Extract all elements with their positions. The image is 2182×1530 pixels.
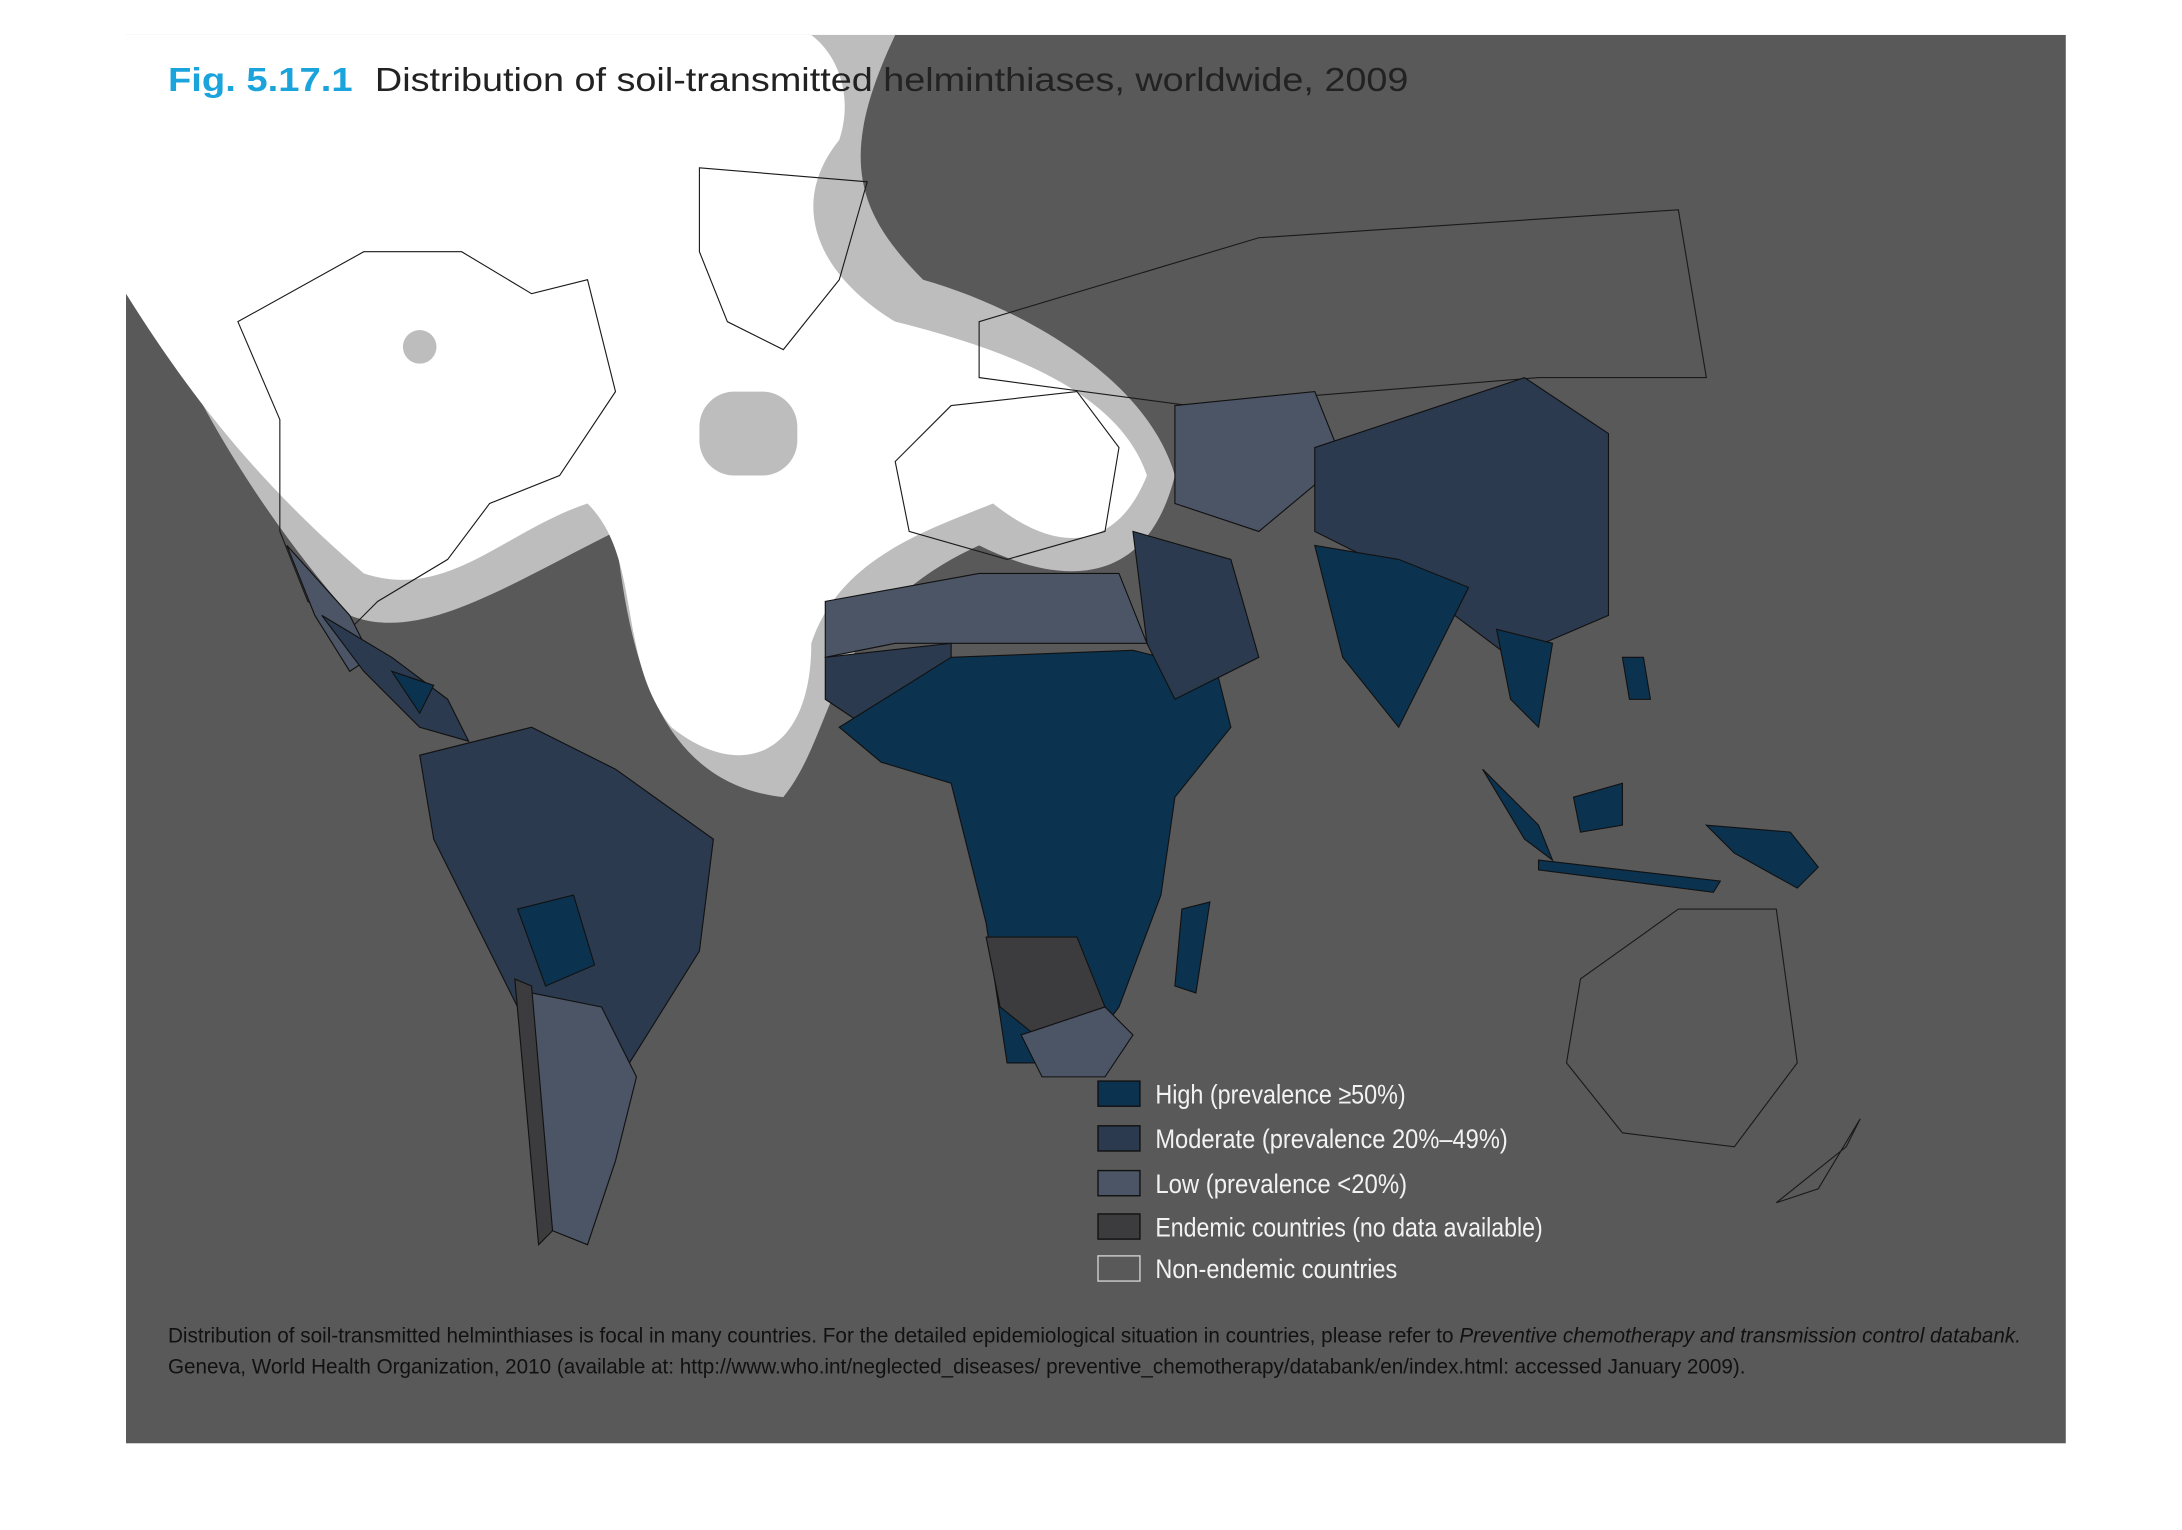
- philippines: [1621, 656, 1652, 700]
- legend-label: Non-endemic countries: [1155, 1254, 1397, 1284]
- footnote-text: Distribution of soil-transmitted helmint…: [168, 1325, 1459, 1348]
- madagascar: [1174, 901, 1211, 994]
- legend-swatch: [1097, 1080, 1141, 1107]
- legend-swatch: [1097, 1169, 1141, 1197]
- russia: [978, 209, 1708, 407]
- footnote-italic: Preventive chemotherapy and transmission…: [1459, 1325, 2021, 1348]
- java: [1537, 859, 1722, 893]
- north-america: [237, 251, 617, 631]
- halo-island: [402, 330, 437, 364]
- india: [1314, 544, 1470, 729]
- figure-title: Distribution of soil-transmitted helmint…: [375, 62, 1409, 99]
- australia: [1565, 908, 1798, 1148]
- legend-label: Low (prevalence <20%): [1155, 1169, 1407, 1199]
- figure-number: Fig. 5.17.1: [168, 62, 353, 99]
- central-asia: [1174, 390, 1344, 533]
- non-endemic-zone: [126, 34, 1147, 756]
- legend-label: Moderate (prevalence 20%–49%): [1155, 1124, 1507, 1154]
- legend-swatch: [1097, 1125, 1141, 1152]
- map: [126, 34, 1861, 1246]
- central-africa: [838, 649, 1232, 1064]
- legend: High (prevalence ≥50%) Moderate (prevalen…: [1097, 1079, 1543, 1284]
- chile: [514, 978, 554, 1246]
- greenland: [698, 167, 868, 351]
- europe: [894, 390, 1120, 560]
- legend-swatch: [1097, 1255, 1141, 1282]
- legend-label: High (prevalence ≥50%): [1155, 1079, 1405, 1109]
- halo-island: [699, 391, 798, 476]
- legend-swatch: [1097, 1213, 1141, 1240]
- central-america: [321, 614, 470, 743]
- south-africa: [1020, 1006, 1134, 1078]
- central-america-high: [390, 670, 435, 715]
- borneo: [1572, 782, 1624, 833]
- footnote-line: Distribution of soil-transmitted helmint…: [168, 1325, 2021, 1348]
- sumatra: [1482, 768, 1554, 862]
- legend-label: Endemic countries (no data available): [1155, 1212, 1542, 1242]
- middle-east: [1132, 530, 1260, 701]
- bolivia: [516, 894, 596, 987]
- southeast-asia: [1495, 628, 1554, 729]
- new-guinea: [1704, 824, 1819, 889]
- china: [1314, 376, 1610, 658]
- new-zealand: [1775, 1118, 1861, 1204]
- footnote-line: Geneva, World Health Organization, 2010 …: [168, 1355, 1746, 1378]
